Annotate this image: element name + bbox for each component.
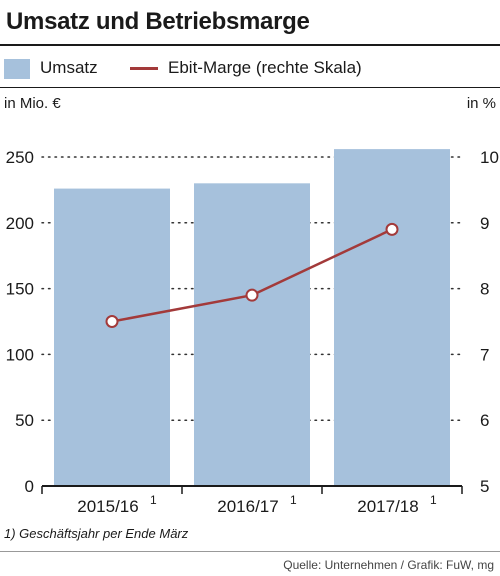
left-axis-unit: in Mio. € [4, 95, 61, 112]
source-credit: Quelle: Unternehmen / Grafik: FuW, mg [283, 558, 494, 572]
legend-label-umsatz: Umsatz [40, 58, 98, 77]
marker-ebit-marge-0 [105, 315, 119, 328]
category-label-0: 2015/16 [77, 497, 138, 516]
left-tick-label-1: 50 [15, 411, 34, 430]
left-tick-label-5: 250 [6, 148, 34, 167]
category-label-1: 2016/17 [217, 497, 278, 516]
right-tick-label-4: 9 [480, 214, 489, 233]
category-footnote-mark-0: 1 [150, 493, 157, 507]
category-footnote-mark-2: 1 [430, 493, 437, 507]
bar-umsatz-0 [54, 188, 170, 487]
chart-title: Umsatz und Betriebsmarge [6, 8, 310, 35]
footnote: 1) Geschäftsjahr per Ende März [4, 526, 189, 541]
marker-ebit-marge-2 [385, 222, 399, 236]
title-rule [0, 44, 500, 46]
legend-label-ebit-marge: Ebit-Marge (rechte Skala) [168, 58, 362, 77]
right-tick-label-0: 5 [480, 477, 489, 496]
category-footnote-mark-1: 1 [290, 493, 297, 507]
bar-umsatz-1 [194, 183, 310, 486]
right-tick-label-3: 8 [480, 280, 489, 299]
legend-rule [0, 87, 500, 88]
right-tick-label-2: 7 [480, 345, 489, 364]
marker-ebit-marge-1 [245, 288, 259, 302]
bar-umsatz-2 [334, 149, 450, 486]
legend-swatch-line [130, 67, 158, 70]
left-tick-label-4: 200 [6, 214, 34, 233]
right-tick-label-5: 10 [480, 148, 499, 167]
left-tick-label-3: 150 [6, 280, 34, 299]
footer-rule [0, 551, 500, 552]
right-axis-unit: in % [466, 95, 496, 112]
legend-swatch-bar [4, 59, 30, 79]
left-tick-label-2: 100 [6, 345, 34, 364]
category-label-2: 2017/18 [357, 497, 418, 516]
legend: Umsatz Ebit-Marge (rechte Skala) [0, 56, 500, 82]
chart-canvas: 0 50 100 150 200 250 5 6 7 8 9 10 2015/16 1 2016/17 1 20… [6, 148, 499, 516]
left-tick-label-0: 0 [25, 477, 34, 496]
right-tick-label-1: 6 [480, 411, 489, 430]
